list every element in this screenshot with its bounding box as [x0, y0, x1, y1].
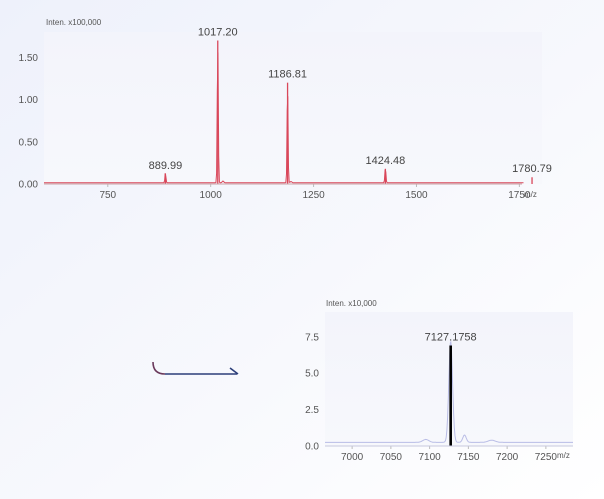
y-tick-label: 1.50: [19, 53, 39, 64]
x-tick-label: 7200: [496, 452, 519, 463]
peak-label: 889.99: [149, 160, 183, 172]
y-tick-label: 0.50: [19, 137, 39, 148]
peak-label: 1017.20: [198, 26, 238, 38]
x-tick-label: 1250: [302, 190, 325, 201]
x-tick-label: 7000: [341, 452, 364, 463]
peak-label: 1780.79: [512, 163, 552, 175]
x-tick-label: 7150: [457, 452, 480, 463]
x-tick-label: 1750: [508, 190, 531, 201]
peak-label: 1424.48: [366, 155, 406, 167]
arrow-corner: [152, 361, 166, 375]
x-tick-label: 1500: [405, 190, 428, 201]
x-unit-label-2: m/z: [557, 451, 570, 460]
x-tick-label: 750: [99, 190, 116, 201]
peak-label: 1186.81: [268, 69, 307, 81]
x-tick-label: 7050: [380, 452, 403, 463]
x-tick-label: 1000: [200, 190, 223, 201]
y-tick-label: 0.00: [19, 180, 39, 191]
plot-area-1: [44, 32, 542, 184]
y-tick-label: 5.0: [305, 369, 319, 380]
y-tick-label: 7.5: [305, 332, 319, 343]
spectrum-trace-2: [325, 340, 573, 443]
y-tick-label: 0.0: [305, 442, 319, 453]
chart-deconvoluted: Inten. x10,000 0.0 2.5 5.0 7.5 7000 7050 7100…: [305, 299, 573, 463]
y-tick-label: 2.5: [305, 405, 319, 416]
peak-label: 7127.1758: [425, 332, 477, 344]
x-tick-label: 7100: [419, 452, 442, 463]
x-unit-label-1: m/z: [524, 190, 537, 199]
spectrum-trace-1: [44, 52, 524, 184]
intensity-label-1: Inten. x100,000: [46, 18, 102, 27]
x-tick-label: 7250: [535, 452, 558, 463]
chart-full-spectrum: Inten. x100,000 0.00 0.50 1.00 1.50 750 1000…: [19, 18, 552, 201]
intensity-label-2: Inten. x10,000: [326, 299, 377, 308]
arrow-head-icon: [229, 367, 239, 375]
transition-arrow: [152, 233, 239, 375]
y-tick-label: 1.00: [19, 95, 39, 106]
